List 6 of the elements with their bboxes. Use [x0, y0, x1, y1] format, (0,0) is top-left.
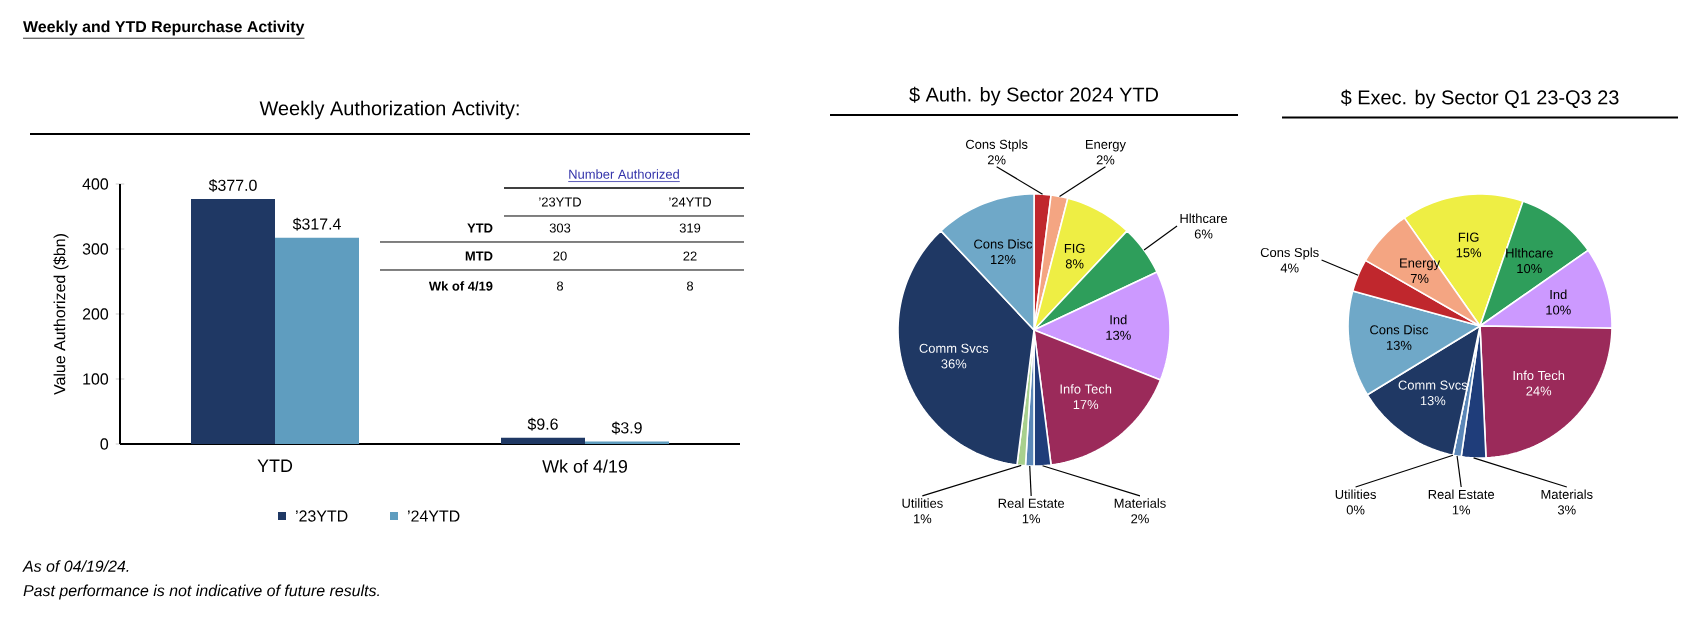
bar	[275, 237, 359, 444]
bar	[191, 198, 275, 444]
chart-title: $ Auth. by Sector 2024 YTD	[909, 86, 1158, 106]
chart-title: Weekly Authorization Activity:	[259, 100, 519, 120]
chart-title: $ Exec. by Sector Q1 23-Q3 23	[1340, 89, 1619, 109]
bar	[501, 437, 585, 444]
